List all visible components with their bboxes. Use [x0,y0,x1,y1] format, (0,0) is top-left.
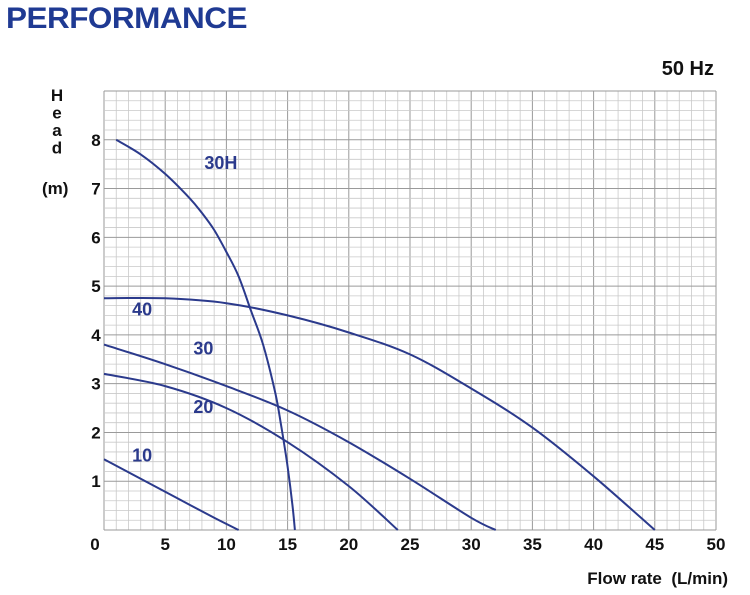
x-tick-label: 5 [160,535,169,554]
x-tick-label: 20 [339,535,358,554]
x-tick-label: 15 [278,535,297,554]
y-axis-label-letter: d [52,139,62,158]
curve-30 [103,343,497,531]
curves [103,138,656,531]
y-tick-label: 7 [91,180,100,199]
curve-labels: 30H 40 30 20 10 [132,153,237,466]
x-tick-label: 35 [523,535,542,554]
page-title: PERFORMANCE [6,2,248,35]
curve-10 [103,458,240,531]
curve-label-30: 30 [193,338,213,358]
y-tick-label: 6 [91,228,100,247]
x-tick-label: 45 [645,535,664,554]
x-tick-label: 50 [707,535,726,554]
curve-30h [115,138,296,531]
y-tick-label: 8 [91,131,100,150]
y-axis-label-letter: a [52,121,62,140]
x-tick-label: 0 [90,535,99,554]
x-tick-label: 25 [401,535,420,554]
y-tick-label: 2 [91,423,100,442]
grid [103,90,717,531]
y-tick-label: 5 [91,277,100,296]
curve-40 [103,296,656,531]
curve-label-10: 10 [132,446,152,466]
x-axis-label: Flow rate (L/min) [587,569,728,588]
y-axis-unit: (m) [42,179,68,198]
curve-label-20: 20 [193,397,213,417]
curve-label-30h: 30H [204,153,237,173]
y-tick-label: 1 [91,472,100,491]
x-tick-label: 10 [217,535,236,554]
y-tick-label: 3 [91,375,100,394]
y-tick-label: 4 [91,326,101,345]
x-tick-label: 40 [584,535,603,554]
curve-label-40: 40 [132,299,152,319]
frequency-label: 50 Hz [662,58,714,80]
x-tick-label: 30 [462,535,481,554]
y-axis-label-letter: H [51,86,63,105]
curve-20 [103,372,399,531]
y-axis-label-letter: e [52,104,61,123]
